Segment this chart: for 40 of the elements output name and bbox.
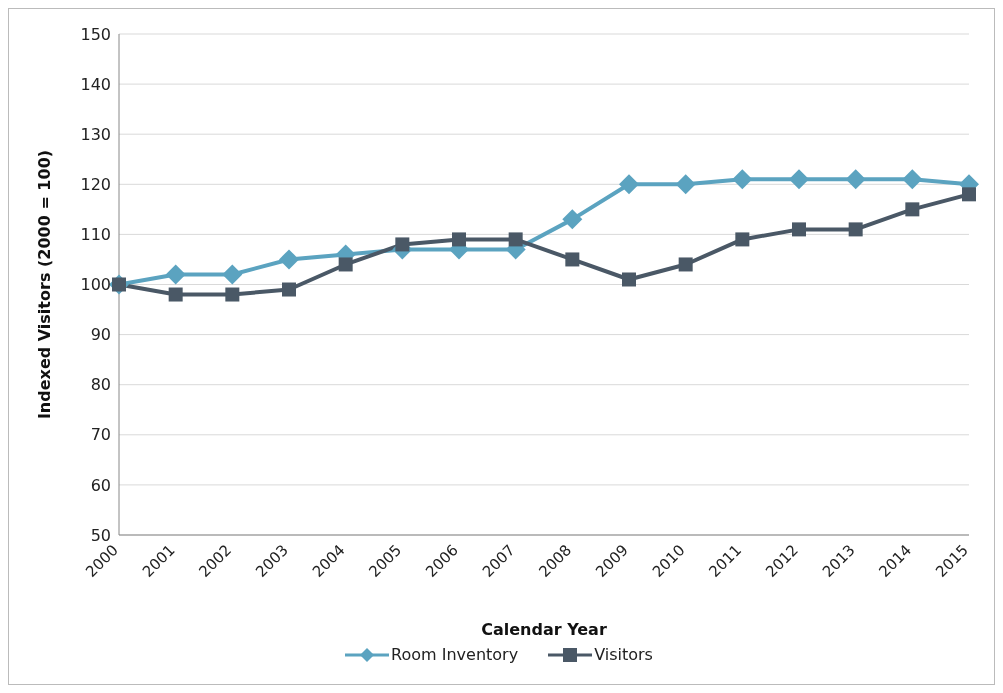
legend-label: Room Inventory	[390, 645, 519, 664]
point	[845, 169, 866, 190]
point	[789, 169, 809, 190]
point	[735, 232, 750, 247]
point	[902, 169, 923, 190]
point	[395, 237, 410, 252]
point	[619, 174, 639, 195]
point	[222, 264, 243, 285]
point	[562, 209, 583, 230]
point	[279, 249, 299, 270]
y-tick-label: 110	[80, 225, 111, 245]
point	[452, 232, 466, 247]
point	[732, 169, 753, 190]
y-tick-label: 80	[90, 375, 111, 395]
legend-label: Visitors	[593, 645, 653, 664]
point	[508, 232, 523, 247]
y-tick-label: 130	[80, 124, 111, 144]
point	[282, 282, 296, 297]
y-tick-label: 150	[80, 24, 111, 44]
point	[962, 187, 976, 202]
y-tick-label: 140	[80, 74, 111, 94]
point	[168, 287, 183, 302]
x-axis-title: Calendar Year	[481, 620, 607, 639]
point	[675, 174, 696, 195]
point	[792, 222, 806, 237]
y-axis-title: Indexed Visitors (2000 = 100)	[34, 149, 54, 420]
y-tick-label: 100	[80, 275, 111, 295]
point	[338, 257, 353, 272]
point	[678, 257, 693, 272]
point	[565, 252, 580, 267]
y-tick-label: 70	[90, 425, 111, 445]
point	[225, 287, 240, 302]
point	[622, 272, 636, 287]
y-tick-label: 60	[90, 475, 111, 495]
point	[165, 264, 186, 285]
point	[905, 202, 920, 217]
y-tick-label: 90	[90, 325, 111, 345]
point	[848, 222, 863, 237]
y-tick-label: 50	[90, 525, 111, 545]
y-tick-label: 120	[80, 174, 111, 194]
